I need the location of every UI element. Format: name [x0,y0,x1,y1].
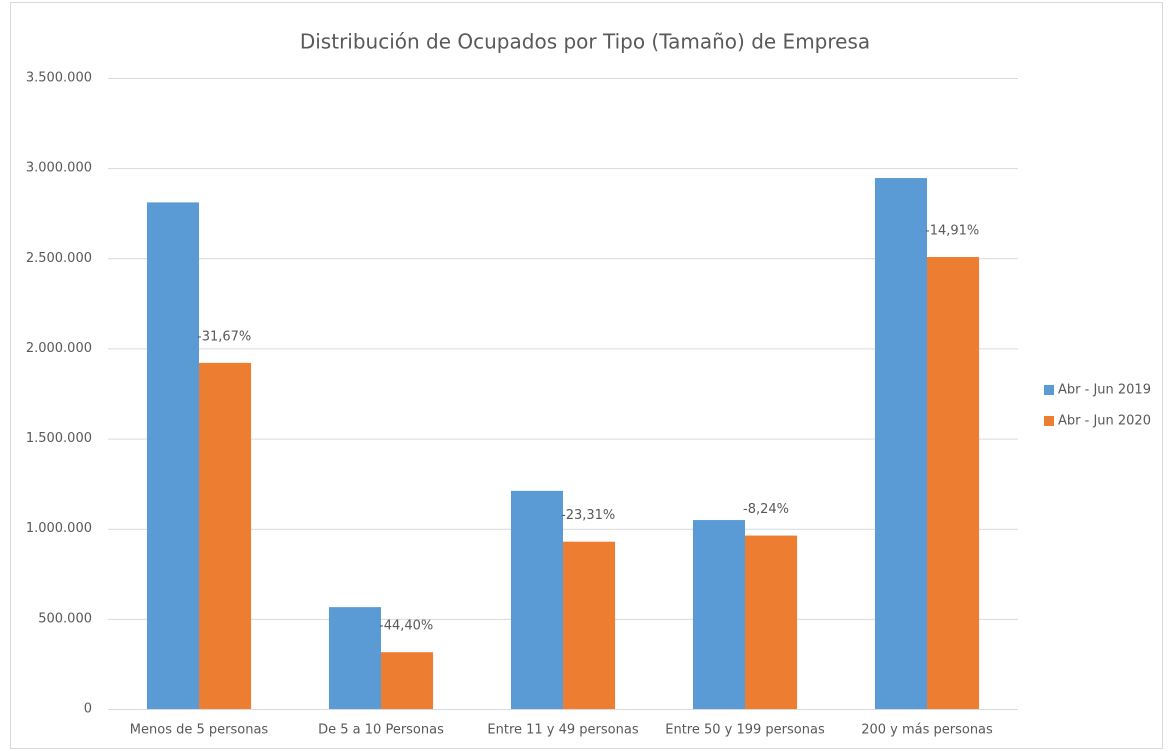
chart-title: Distribución de Ocupados por Tipo (Tamañ… [300,30,870,54]
bar [328,607,381,709]
y-tick-label: 2.500.000 [26,251,92,266]
legend-label: Abr - Jun 2020 [1058,414,1151,429]
y-tick-label: 2.000.000 [26,341,92,356]
bar [692,520,745,709]
x-tick-label: Entre 11 y 49 personas [487,723,638,738]
legend-label: Abr - Jun 2019 [1058,383,1151,398]
bar [745,535,798,709]
y-tick-label: 3.500.000 [26,71,92,86]
annotation: -23,31% [561,508,615,523]
y-tick-label: 1.000.000 [26,521,92,536]
legend-swatch [1044,385,1054,395]
bar [874,178,927,709]
bar [927,257,980,709]
bar [146,202,199,709]
y-tick-label: 500.000 [38,611,92,626]
bar [199,362,252,709]
y-tick-label: 0 [84,702,92,717]
bar [381,652,434,709]
bar [510,490,563,709]
x-tick-label: Menos de 5 personas [130,723,269,738]
x-tick-label: De 5 a 10 Personas [318,723,444,738]
y-tick-label: 1.500.000 [26,431,92,446]
x-tick-label: 200 y más personas [861,723,993,738]
bar [563,541,616,709]
x-tick-label: Entre 50 y 199 personas [665,723,825,738]
annotation: -14,91% [925,224,979,239]
annotation: -44,40% [379,619,433,634]
y-tick-label: 3.000.000 [26,161,92,176]
annotation: -31,67% [197,329,251,344]
annotation: -8,24% [743,502,789,517]
legend-swatch [1044,416,1054,426]
